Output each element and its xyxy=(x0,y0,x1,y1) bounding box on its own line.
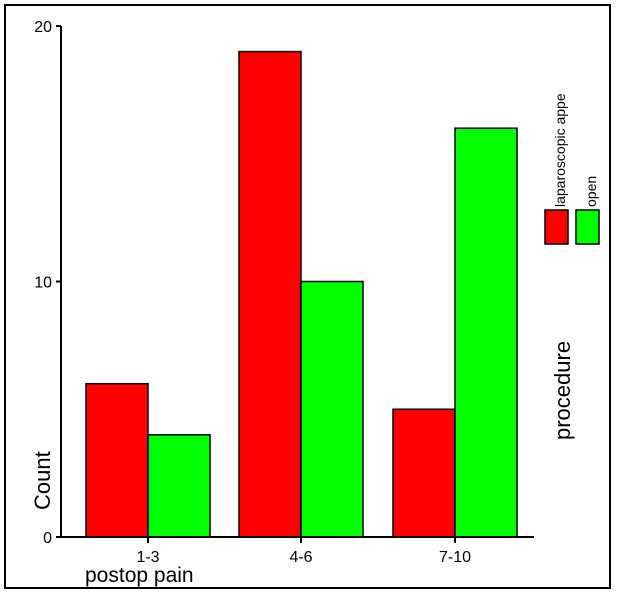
bar-laparoscopic-1-3 xyxy=(85,382,149,538)
legend-title: procedure xyxy=(550,341,575,440)
x-tick-label: 7-10 xyxy=(439,549,471,566)
y-ticks-group: 0 10 20 xyxy=(34,19,61,547)
bar-open-4-6 xyxy=(300,280,364,538)
bar-laparoscopic-7-10 xyxy=(392,408,456,538)
legend-swatch-laparoscopic xyxy=(544,209,569,245)
y-tick-label: 0 xyxy=(43,530,52,547)
x-tick-label: 1-3 xyxy=(136,549,159,566)
legend-label-open: open xyxy=(583,176,599,207)
bar-open-7-10 xyxy=(454,127,518,538)
x-tick-label: 4-6 xyxy=(289,549,312,566)
legend: laparoscopic appe open procedure xyxy=(544,93,600,440)
y-axis-label: Count xyxy=(30,451,55,510)
x-axis-label: postop pain xyxy=(85,564,194,587)
bar-laparoscopic-4-6 xyxy=(238,50,302,538)
bar-open-1-3 xyxy=(147,434,211,538)
legend-label-laparoscopic: laparoscopic appe xyxy=(552,93,568,207)
bars-group xyxy=(85,50,518,538)
legend-swatch-open xyxy=(575,209,600,245)
x-ticks-group: 1-3 4-6 7-10 xyxy=(136,537,471,566)
y-tick-label: 10 xyxy=(34,275,52,292)
y-tick-label: 20 xyxy=(34,19,52,36)
